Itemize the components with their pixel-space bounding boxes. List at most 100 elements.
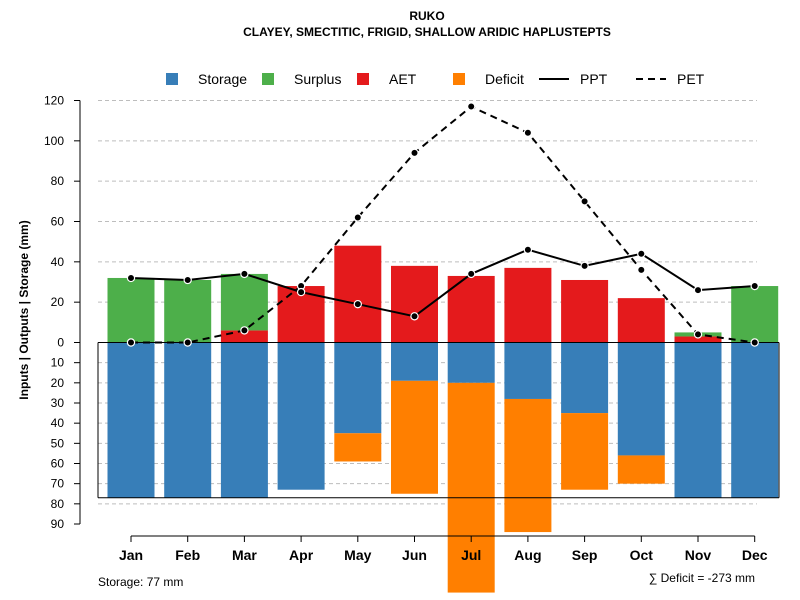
- ppt-point: [750, 281, 759, 291]
- pet-legend-label: PET: [677, 71, 705, 87]
- storage-bar: [334, 342, 382, 434]
- y-tick-label: 120: [44, 94, 64, 108]
- storage-bar: [561, 342, 609, 414]
- aet-bar: [561, 279, 609, 343]
- x-tick-label: Dec: [742, 547, 768, 563]
- ppt-point: [183, 275, 192, 285]
- chart-title: RUKO: [409, 9, 444, 23]
- deficit-footnote: ∑ Deficit = -273 mm: [649, 571, 755, 585]
- storage-bar: [164, 342, 212, 498]
- deficit-bar: [334, 433, 382, 462]
- surplus-legend-swatch: [262, 73, 274, 85]
- ppt-point: [693, 285, 703, 295]
- storage-footnote: Storage: 77 mm: [98, 575, 183, 589]
- series-lines: [126, 102, 759, 347]
- x-tick-label: May: [344, 547, 371, 563]
- y-tick-label: 70: [51, 477, 65, 491]
- y-tick-label: 20: [51, 295, 65, 309]
- surplus-bar: [731, 286, 779, 343]
- y-axis-label: Inputs | Outputs | Storage (mm): [17, 220, 31, 399]
- y-tick-label: 60: [51, 457, 65, 471]
- y-tick-label: 50: [51, 436, 65, 450]
- x-tick-label: Sep: [572, 547, 598, 563]
- y-tick-label: 40: [51, 416, 65, 430]
- x-tick-label: Feb: [175, 547, 200, 563]
- x-tick-label: Oct: [630, 547, 654, 563]
- storage-bar: [447, 342, 495, 383]
- ppt-legend-label: PPT: [580, 71, 608, 87]
- storage-bar: [731, 342, 779, 498]
- x-tick-label: Aug: [514, 547, 541, 563]
- y-axis: 120 100 80 60 40 20 0 10 20 30 40 50 60 70 80 90: [44, 94, 81, 531]
- deficit-bar: [391, 380, 438, 494]
- x-tick-label: Nov: [685, 547, 712, 563]
- y-tick-label: 10: [51, 356, 65, 370]
- y-tick-label: 40: [51, 255, 65, 269]
- x-tick-label: Mar: [232, 547, 257, 563]
- storage-bar: [391, 342, 438, 381]
- ppt-point: [240, 269, 249, 279]
- y-tick-label: 0: [57, 336, 64, 350]
- y-tick-label: 80: [51, 497, 65, 511]
- storage-bar: [220, 342, 268, 498]
- aet-bar: [674, 336, 722, 343]
- pet-point: [693, 330, 703, 339]
- ppt-point: [296, 287, 306, 297]
- pet-line: [131, 105, 755, 344]
- ppt-point: [523, 245, 533, 254]
- y-tick-label: 80: [51, 174, 65, 188]
- chart-subtitle: CLAYEY, SMECTITIC, FRIGID, SHALLOW ARIDI…: [243, 25, 611, 39]
- aet-legend-label: AET: [389, 71, 417, 87]
- x-tick-label: Jun: [402, 547, 427, 563]
- legend: Storage Surplus AET Deficit PPT PET: [166, 71, 705, 87]
- storage-bar: [277, 342, 325, 490]
- ppt-line: [130, 248, 755, 318]
- pet-point: [240, 326, 249, 335]
- x-tick-label: Jan: [119, 547, 143, 563]
- deficit-legend-swatch: [453, 73, 465, 85]
- lower-bars: [107, 342, 779, 593]
- ppt-point: [637, 249, 646, 258]
- pet-point: [353, 213, 362, 222]
- pet-point: [183, 338, 192, 347]
- pet-point: [750, 338, 759, 347]
- surplus-bar: [164, 279, 212, 343]
- surplus-bar: [107, 277, 155, 343]
- y-tick-label: 60: [51, 215, 65, 229]
- pet-point: [580, 197, 589, 206]
- deficit-bar: [504, 398, 552, 533]
- x-axis: Jan Feb Mar Apr May Jun Jul Aug Sep Oct Nov Dec: [119, 535, 768, 563]
- ppt-point: [467, 269, 476, 279]
- storage-bar: [504, 342, 552, 399]
- aet-bar: [504, 267, 552, 343]
- x-tick-label: Apr: [289, 547, 314, 563]
- aet-bar: [447, 275, 495, 343]
- deficit-bar: [617, 455, 665, 484]
- storage-bar: [107, 342, 155, 498]
- pet-point: [410, 148, 419, 158]
- deficit-bar: [447, 382, 495, 593]
- pet-point: [467, 102, 476, 111]
- ppt-point: [410, 312, 419, 321]
- deficit-bar: [561, 413, 609, 490]
- pet-point: [126, 338, 136, 347]
- ppt-point: [126, 273, 136, 283]
- pet-point: [637, 265, 646, 275]
- y-tick-label: 90: [51, 517, 65, 531]
- aet-bar: [617, 298, 665, 343]
- reference-lines: [97, 342, 780, 499]
- y-tick-label: 20: [51, 376, 65, 390]
- ppt-point: [353, 299, 362, 309]
- x-tick-label: Jul: [461, 547, 481, 563]
- surplus-legend-label: Surplus: [294, 71, 341, 87]
- aet-bar: [334, 245, 382, 343]
- storage-legend-label: Storage: [198, 71, 247, 87]
- deficit-legend-label: Deficit: [485, 71, 524, 87]
- y-tick-label: 30: [51, 396, 65, 410]
- y-tick-label: 100: [44, 134, 64, 148]
- aet-legend-swatch: [357, 73, 369, 85]
- storage-bar: [674, 342, 722, 498]
- storage-legend-swatch: [166, 73, 178, 85]
- ppt-point: [580, 261, 589, 271]
